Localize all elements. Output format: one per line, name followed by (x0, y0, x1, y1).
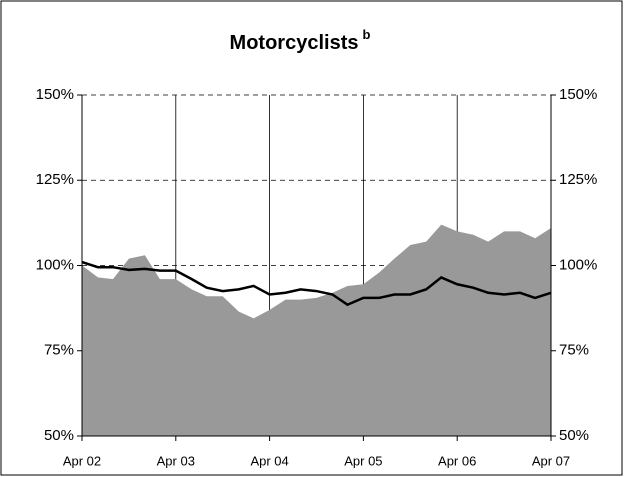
y2-tick-label: 100% (559, 256, 597, 273)
line (81, 260, 552, 307)
y-tick-label: 150% (36, 86, 74, 103)
y2-tick-label: 125% (559, 171, 597, 188)
x-tick-label: Apr 06 (438, 453, 476, 468)
y-tick-label: 125% (36, 171, 74, 188)
x-tick-label: Apr 03 (157, 453, 195, 468)
y2-tick-label: 50% (559, 427, 589, 444)
title-text: Motorcyclists (230, 32, 359, 54)
x-tick-label: Apr 04 (250, 453, 288, 468)
y-tick-label: 50% (44, 427, 74, 444)
y2-tick-label: 75% (559, 342, 589, 359)
chart-title: Motorcyclists b (230, 27, 371, 54)
x-tick-label: Apr 05 (344, 453, 382, 468)
y2-tick-label: 150% (559, 86, 597, 103)
area (82, 224, 551, 436)
y-tick-label: 100% (36, 256, 74, 273)
title-note: b (362, 27, 370, 42)
x-tick-label: Apr 02 (63, 453, 101, 468)
x-tick-label: Apr 07 (532, 453, 570, 468)
y-tick-label: 75% (44, 342, 74, 359)
